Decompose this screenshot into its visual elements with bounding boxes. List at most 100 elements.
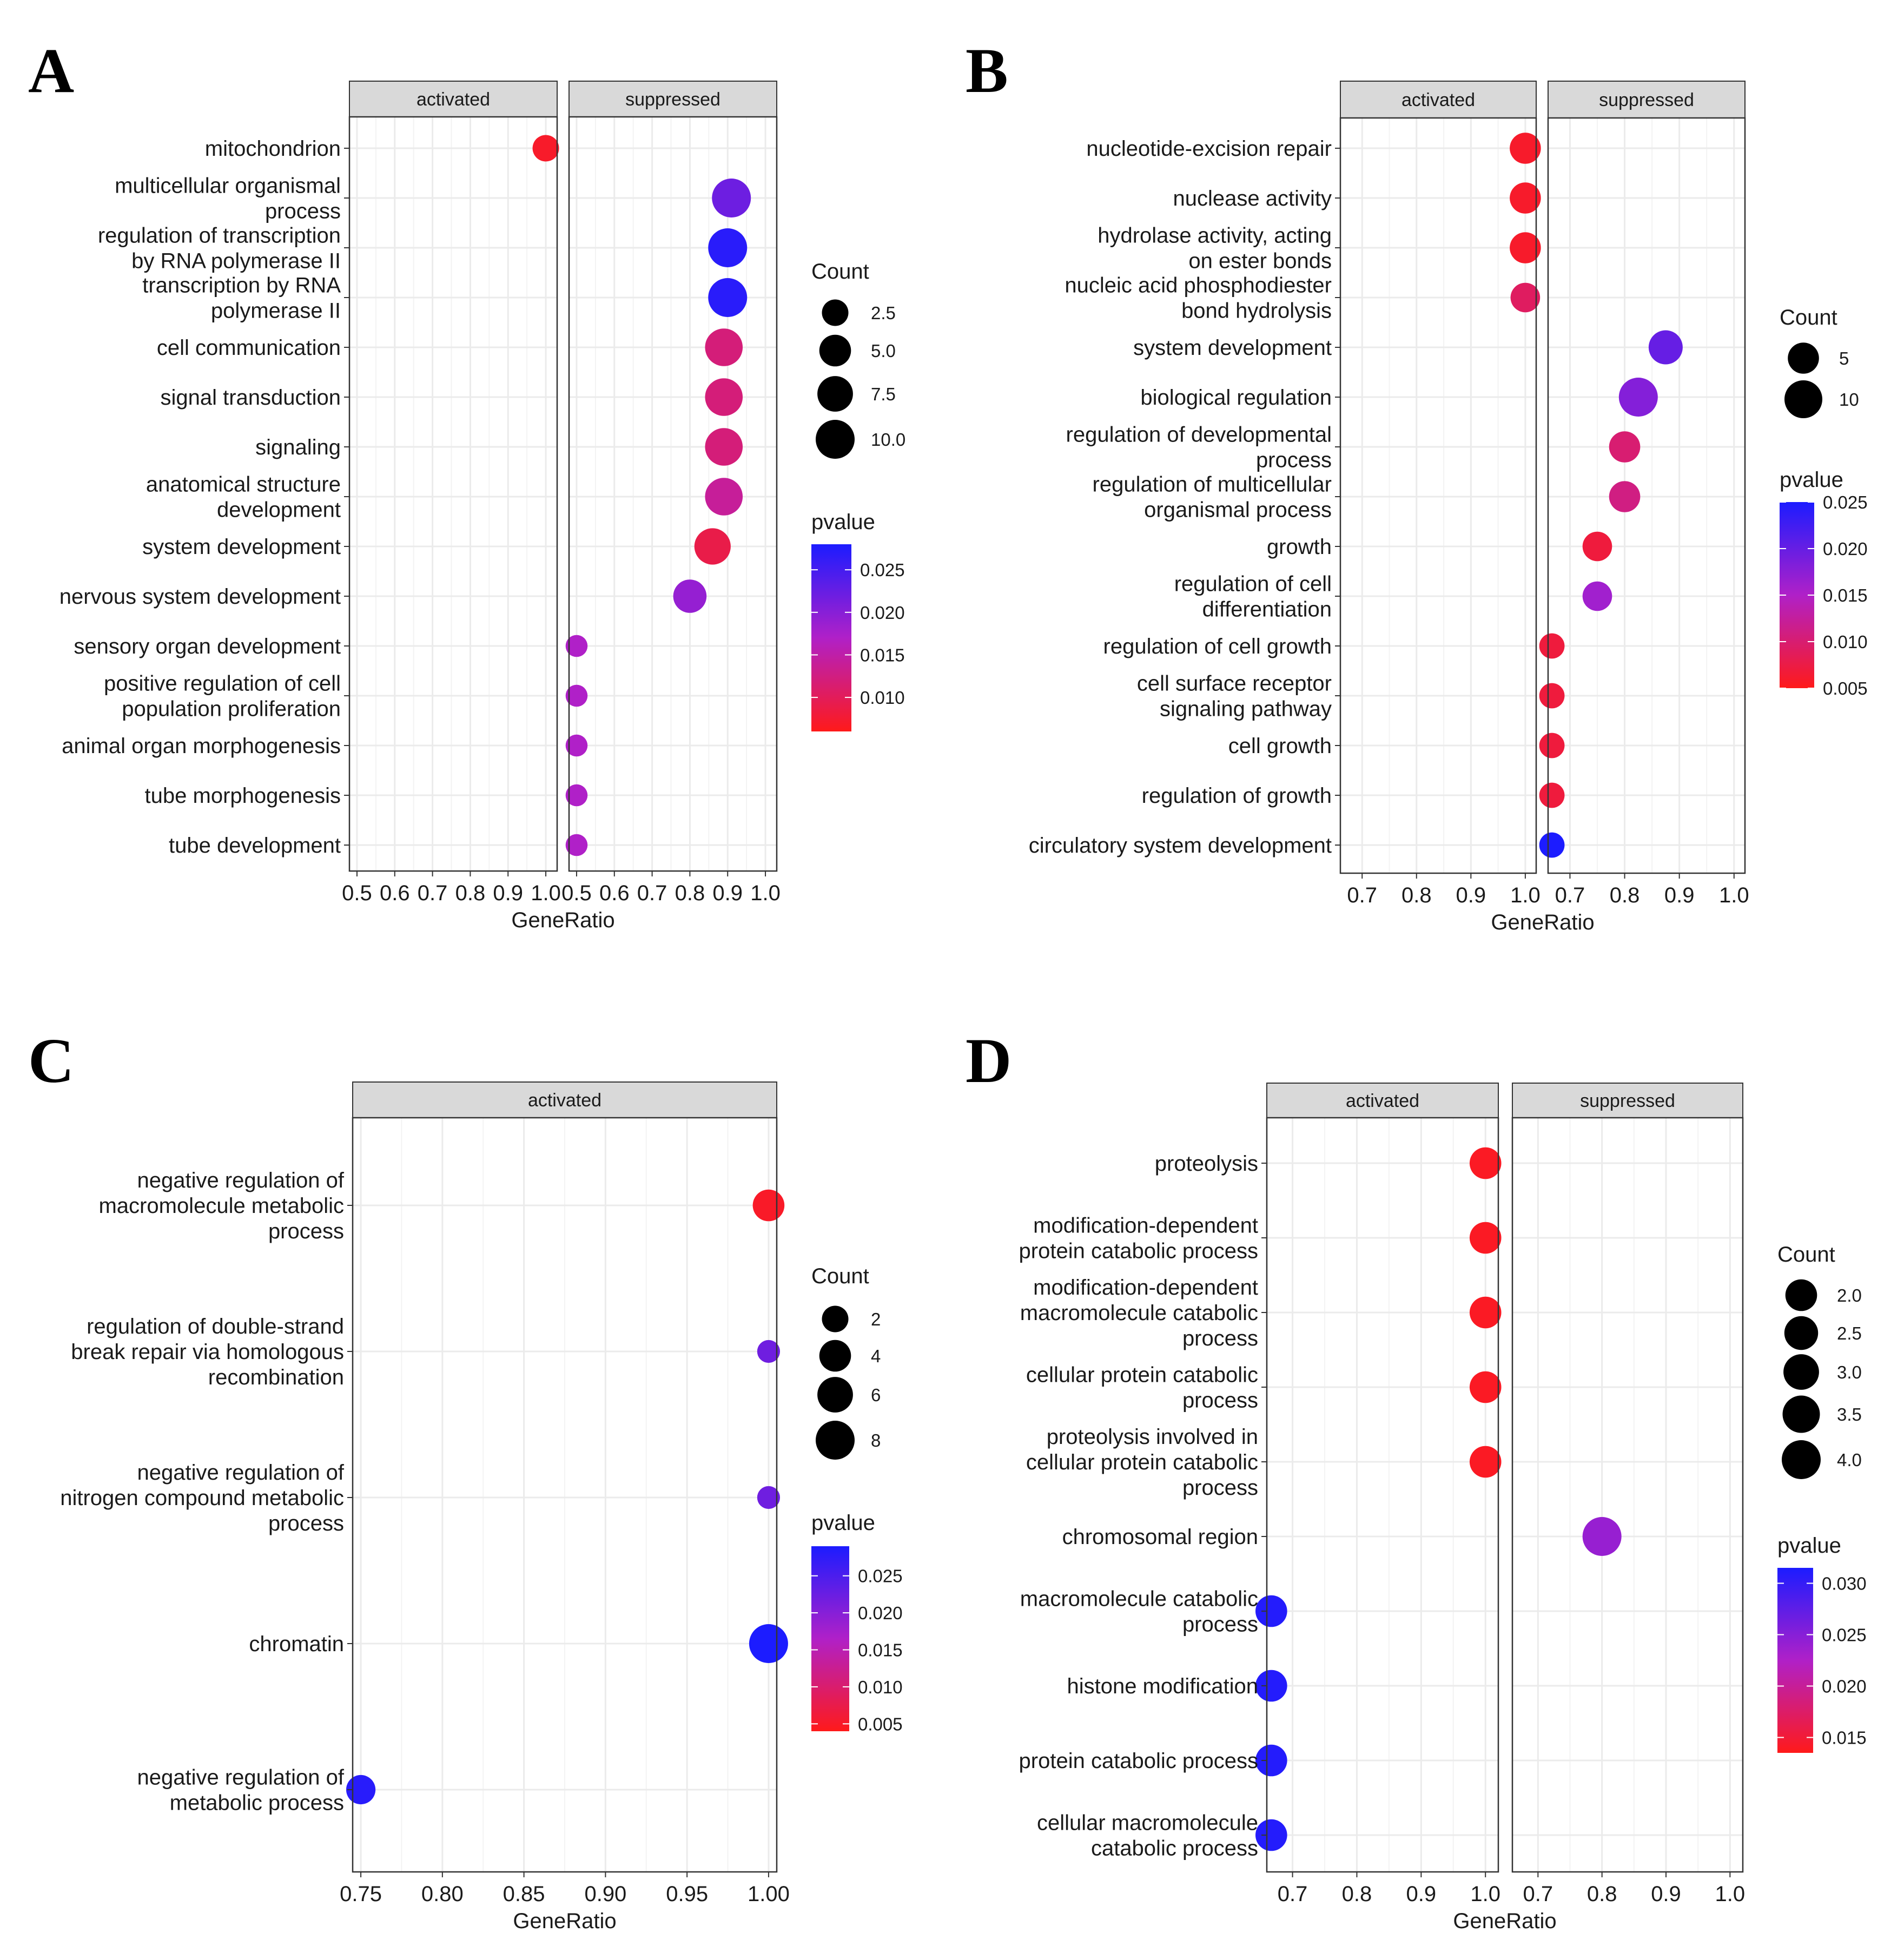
- data-point-13: [1539, 782, 1565, 808]
- data-point-8: [1582, 531, 1612, 562]
- count-legend-dot: [1783, 1354, 1819, 1390]
- count-legend-label: 5.0: [871, 341, 896, 361]
- data-point-3: [1469, 1371, 1502, 1403]
- data-point-13: [565, 784, 588, 807]
- data-point-5: [705, 378, 743, 416]
- x-tick-label: 0.9: [493, 881, 523, 905]
- data-point-2: [708, 228, 748, 267]
- count-legend-title: Count: [811, 260, 869, 283]
- data-point-7: [1609, 481, 1641, 512]
- term-label: regulation of developmental: [1066, 423, 1332, 447]
- data-point-14: [565, 834, 588, 856]
- term-label: bond hydrolysis: [1181, 299, 1332, 323]
- term-label: recombination: [208, 1366, 344, 1389]
- term-label: cellular protein catabolic: [1026, 1450, 1258, 1474]
- facet-panel-border: [1339, 117, 1537, 874]
- data-point-4: [705, 328, 743, 366]
- term-label: signaling: [255, 436, 341, 459]
- x-tick-label: 1.0: [1470, 1882, 1500, 1906]
- facet-panel-border: [1511, 1117, 1744, 1873]
- facet-panel-border: [1547, 117, 1746, 874]
- data-point-9: [1582, 581, 1612, 611]
- term-label: sensory organ development: [74, 635, 341, 658]
- x-tick-label: 0.8: [1587, 1882, 1617, 1906]
- pvalue-legend-title: pvalue: [1780, 468, 1843, 492]
- term-label: regulation of multicellular: [1093, 473, 1332, 497]
- count-legend-label: 4.0: [1837, 1450, 1862, 1470]
- pvalue-legend-label: 0.015: [858, 1640, 903, 1660]
- term-label: tube morphogenesis: [145, 784, 341, 808]
- term-label: biological regulation: [1140, 386, 1332, 410]
- term-label: signal transduction: [160, 386, 341, 410]
- term-label: process: [1182, 1327, 1258, 1350]
- facet-label: activated: [416, 89, 490, 110]
- term-label: polymerase II: [211, 299, 341, 323]
- data-point-9: [673, 579, 707, 613]
- term-label: process: [1256, 448, 1332, 472]
- data-point-6: [705, 428, 743, 466]
- facet-panel-border: [568, 116, 778, 872]
- count-legend-label: 2.5: [871, 303, 896, 323]
- data-point-6: [1255, 1595, 1287, 1627]
- pvalue-legend-label: 0.005: [1823, 678, 1868, 698]
- pvalue-legend-label: 0.015: [1822, 1728, 1867, 1748]
- data-point-3: [749, 1624, 788, 1663]
- data-point-1: [712, 179, 751, 217]
- facet-label: suppressed: [1599, 90, 1694, 110]
- panel-letter: B: [966, 35, 1008, 106]
- data-point-3: [1510, 282, 1541, 313]
- count-legend-dot: [822, 1305, 849, 1333]
- data-point-12: [1539, 733, 1565, 758]
- x-tick-label: 0.8: [1342, 1882, 1372, 1906]
- count-legend-label: 2.5: [1837, 1323, 1862, 1343]
- x-tick-label: 0.6: [380, 881, 410, 905]
- pvalue-legend-label: 0.005: [858, 1714, 903, 1734]
- x-tick-label: 0.8: [1401, 883, 1432, 907]
- facet-label: suppressed: [625, 89, 720, 110]
- facet-panel-border: [1266, 1117, 1499, 1873]
- facet-panel-border: [348, 116, 558, 872]
- term-label: macromolecule catabolic: [1020, 1301, 1258, 1325]
- pvalue-legend-label: 0.020: [1822, 1677, 1867, 1697]
- x-tick-label: 0.9: [1664, 883, 1695, 907]
- count-legend-title: Count: [1780, 306, 1837, 329]
- term-label: signaling pathway: [1160, 697, 1332, 721]
- x-tick-label: 1.0: [1719, 883, 1749, 907]
- count-legend-title: Count: [811, 1264, 869, 1288]
- data-point-0: [1510, 133, 1541, 164]
- data-point-8: [1255, 1744, 1287, 1777]
- data-point-4: [1469, 1446, 1502, 1478]
- pvalue-legend-title: pvalue: [1777, 1534, 1841, 1558]
- x-tick-label: 0.7: [1347, 883, 1377, 907]
- facet-label: activated: [1346, 1091, 1419, 1111]
- term-label: animal organ morphogenesis: [62, 734, 341, 758]
- term-label: nuclease activity: [1173, 187, 1332, 210]
- count-legend-dot: [816, 420, 855, 459]
- facet-label: suppressed: [1580, 1091, 1675, 1111]
- term-label: negative regulation of: [137, 1461, 345, 1485]
- term-label: nucleotide-excision repair: [1086, 137, 1332, 161]
- data-point-6: [1609, 431, 1641, 463]
- term-label: nitrogen compound metabolic: [60, 1486, 344, 1510]
- facet-strip: [568, 81, 777, 117]
- count-legend-dot: [1784, 1316, 1819, 1350]
- x-tick-label: 0.80: [421, 1882, 464, 1906]
- term-label: metabolic process: [170, 1791, 344, 1815]
- data-point-1: [1469, 1222, 1502, 1254]
- term-label: positive regulation of cell: [104, 672, 341, 696]
- count-legend-dot: [1782, 1440, 1821, 1479]
- count-legend-label: 10.0: [871, 430, 905, 450]
- term-label: process: [268, 1219, 344, 1243]
- term-label: growth: [1267, 535, 1332, 559]
- term-label: negative regulation of: [137, 1169, 345, 1192]
- x-tick-label: 0.6: [599, 881, 630, 905]
- x-tick-label: 1.0: [531, 881, 561, 905]
- term-label: modification-dependent: [1033, 1214, 1258, 1238]
- data-point-7: [705, 478, 743, 516]
- x-tick-label: 1.0: [1715, 1882, 1746, 1906]
- count-legend-label: 8: [871, 1430, 881, 1450]
- facet-strip: [1340, 81, 1537, 118]
- x-tick-label: 0.85: [503, 1882, 545, 1906]
- term-label: break repair via homologous: [71, 1340, 344, 1364]
- count-legend-dot: [816, 1421, 855, 1460]
